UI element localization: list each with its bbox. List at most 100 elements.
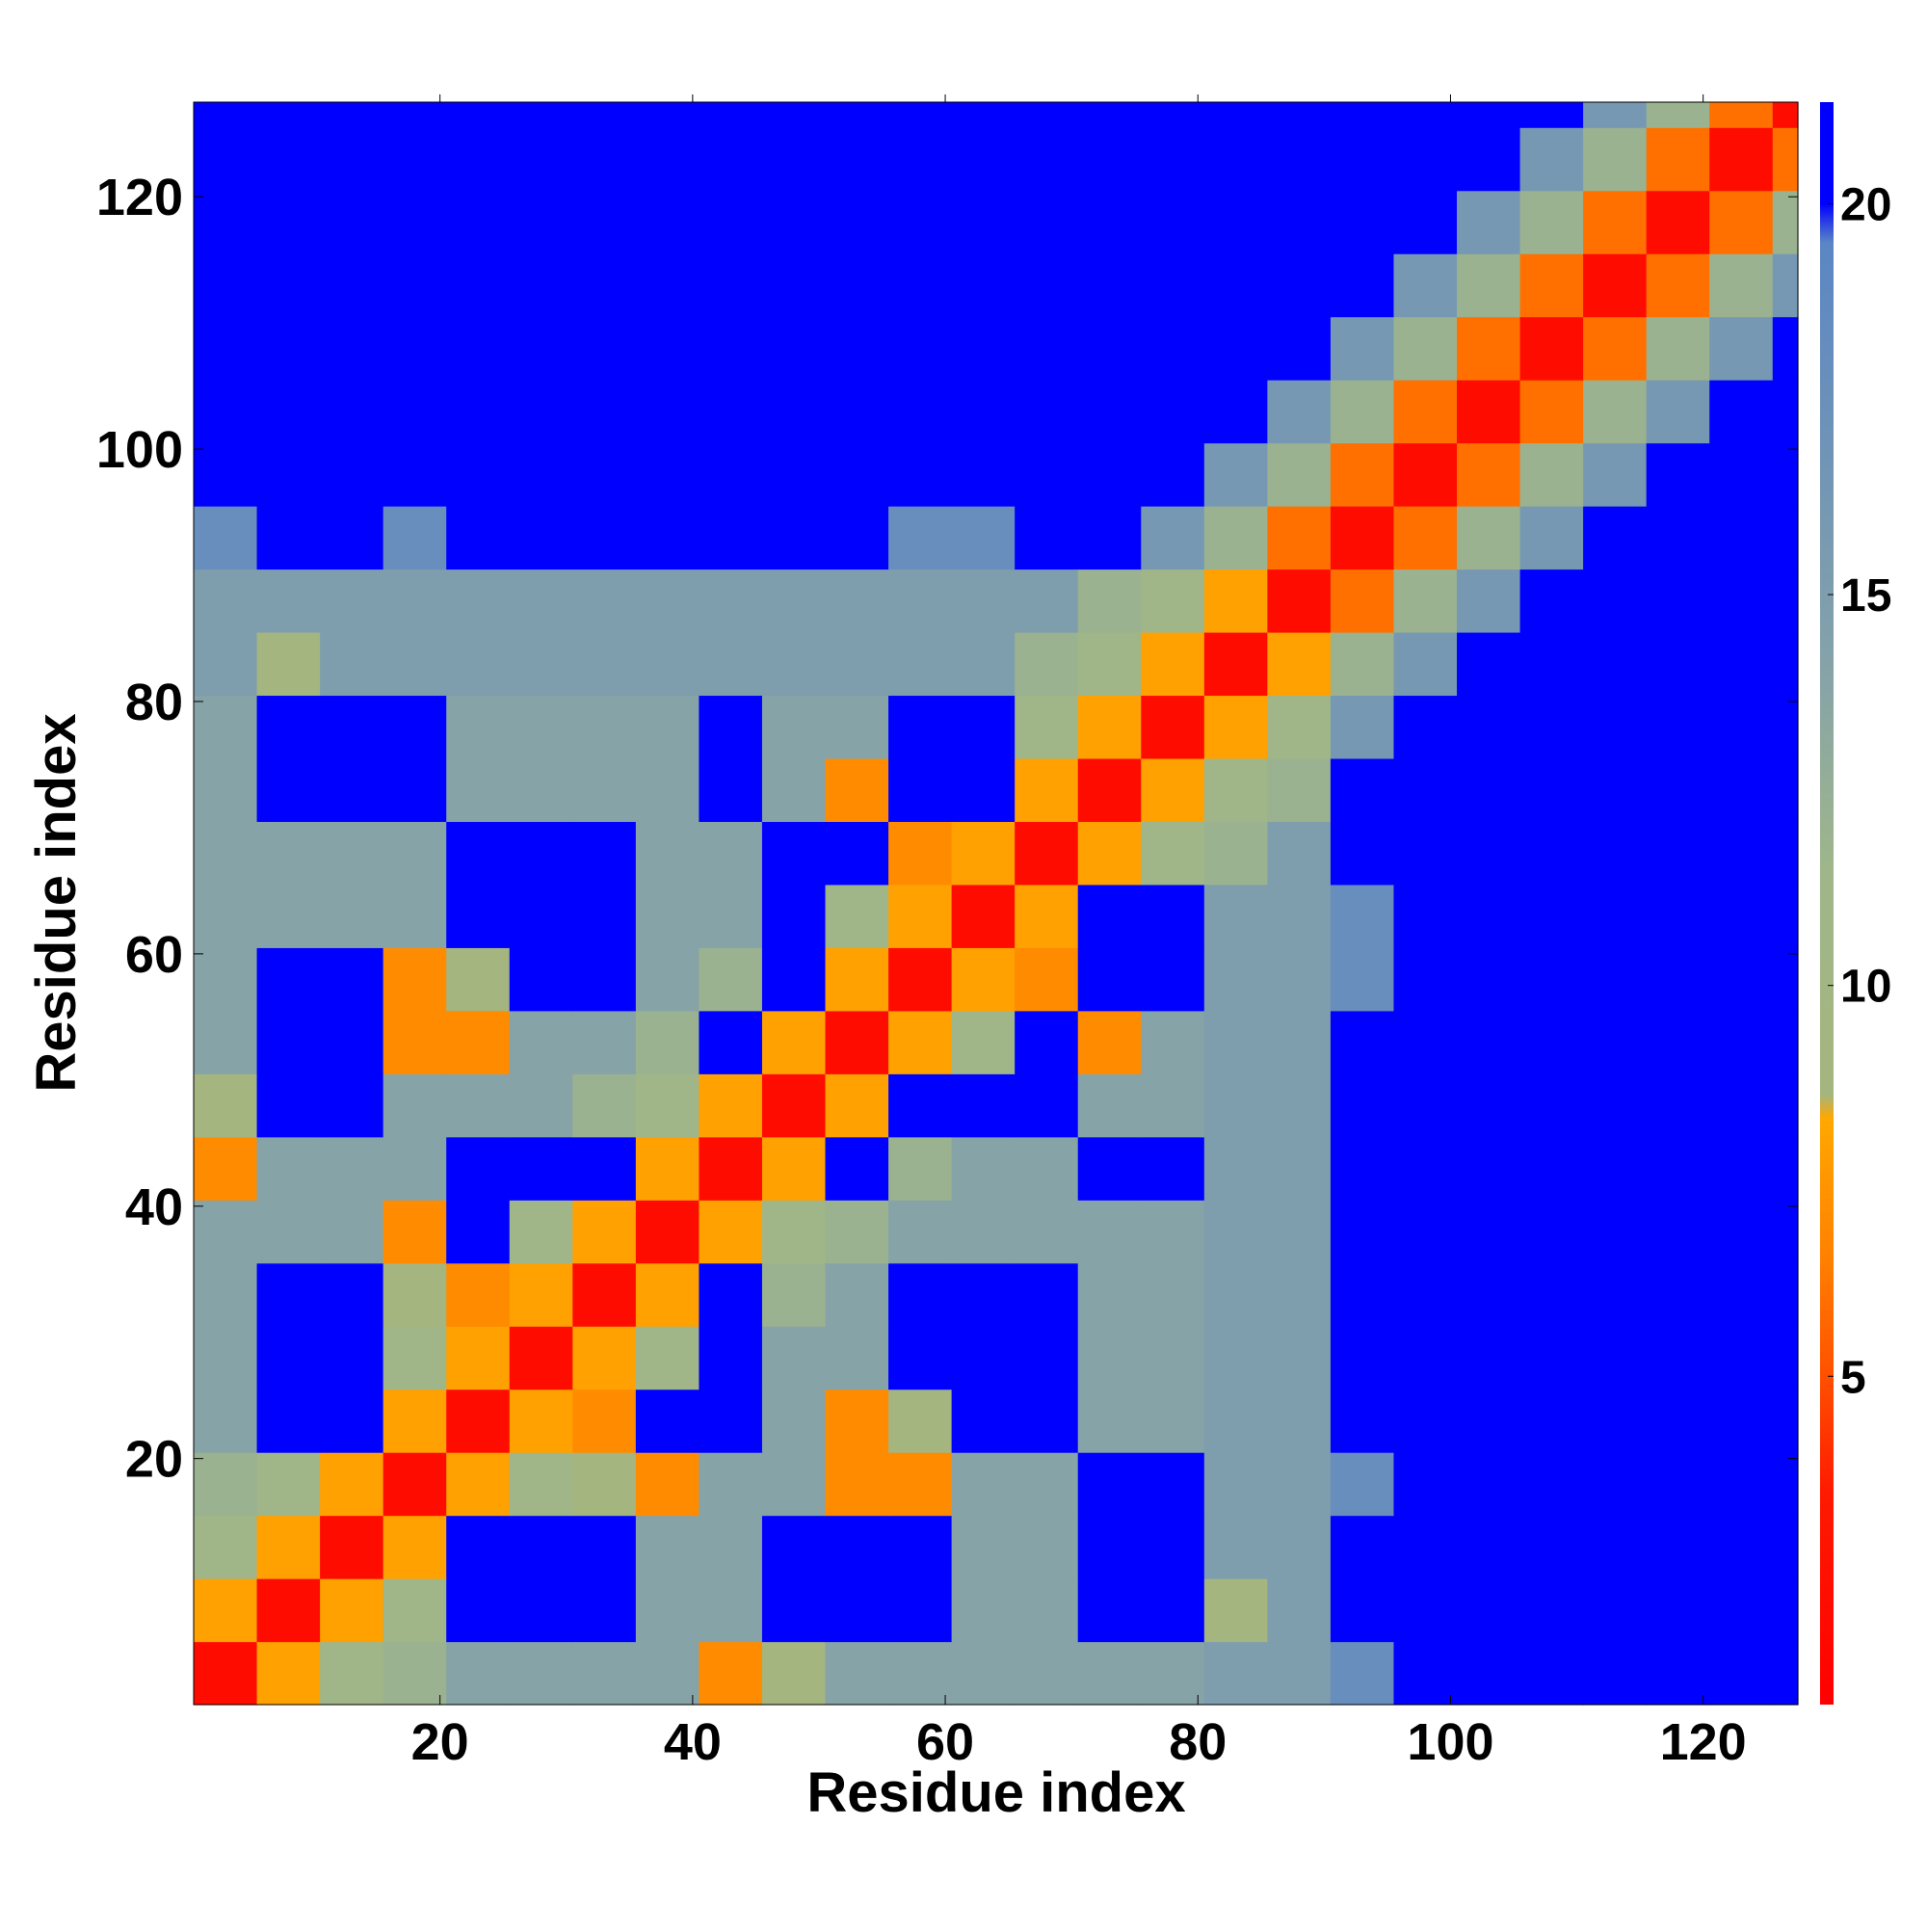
heatmap-cell <box>509 1136 573 1201</box>
heatmap-cell <box>1077 757 1142 822</box>
heatmap-cell <box>761 1452 827 1517</box>
heatmap-cell <box>635 884 700 948</box>
heatmap-cell <box>1583 1136 1648 1201</box>
heatmap-cell <box>194 506 258 570</box>
heatmap-cells <box>194 102 1799 1706</box>
heatmap-cell <box>888 631 953 697</box>
heatmap-cell <box>1519 1578 1584 1643</box>
heatmap-cell <box>1393 190 1458 254</box>
heatmap-cell <box>1393 947 1458 1012</box>
heatmap-cell <box>1141 884 1205 948</box>
heatmap-cell <box>635 1262 700 1327</box>
heatmap-cell <box>1709 1578 1774 1643</box>
y-tick-label: 120 <box>96 169 183 226</box>
heatmap-cell <box>1583 1452 1648 1517</box>
heatmap-cell <box>194 1262 258 1327</box>
y-tick-label: 100 <box>96 421 183 479</box>
heatmap-cell <box>572 190 637 254</box>
heatmap-cell <box>1772 1010 1799 1074</box>
heatmap-cell <box>572 1326 637 1390</box>
heatmap-cell <box>699 947 763 1012</box>
heatmap-cell <box>383 190 447 254</box>
heatmap-cell <box>1141 1136 1205 1201</box>
heatmap-cell <box>1330 757 1395 822</box>
heatmap-cell <box>256 1200 321 1264</box>
heatmap-cell <box>572 506 637 570</box>
heatmap-cell <box>1393 1010 1458 1074</box>
heatmap-cell <box>1267 1326 1332 1390</box>
heatmap-cell <box>572 102 637 128</box>
heatmap-cell <box>1583 695 1648 759</box>
heatmap-cell <box>1203 1200 1268 1264</box>
heatmap-cell <box>1330 1326 1395 1390</box>
heatmap-cell <box>256 127 321 192</box>
heatmap-cell <box>635 316 700 381</box>
heatmap-cell <box>1330 1200 1395 1264</box>
heatmap-cell <box>761 253 827 318</box>
heatmap-cell <box>572 1010 637 1074</box>
heatmap-cell <box>572 757 637 822</box>
heatmap-cell <box>1015 1073 1079 1138</box>
heatmap-cell <box>1772 569 1799 633</box>
heatmap-cell <box>951 316 1016 381</box>
heatmap-cell <box>383 1010 447 1074</box>
heatmap-cell <box>825 695 889 759</box>
heatmap-cell <box>446 569 511 633</box>
heatmap-cell <box>194 695 258 759</box>
y-tick-label: 40 <box>125 1178 183 1236</box>
heatmap-cell <box>1330 127 1395 192</box>
heatmap-cell <box>761 1262 827 1327</box>
heatmap-cell <box>446 102 511 128</box>
heatmap-cell <box>1267 1452 1332 1517</box>
heatmap-cell <box>888 1452 953 1517</box>
heatmap-cell <box>1646 1010 1710 1074</box>
heatmap-cell <box>572 253 637 318</box>
heatmap-cell <box>761 442 827 507</box>
heatmap-cell <box>635 1010 700 1074</box>
heatmap-cell <box>888 757 953 822</box>
y-tick-label: 20 <box>125 1431 183 1489</box>
heatmap-cell <box>1141 380 1205 444</box>
heatmap-cell <box>1393 884 1458 948</box>
heatmap-cell <box>1583 1641 1648 1706</box>
heatmap-cell <box>572 631 637 697</box>
heatmap-cell <box>1203 821 1268 886</box>
heatmap-cell <box>1583 506 1648 570</box>
heatmap-cell <box>383 380 447 444</box>
heatmap-cell <box>635 1326 700 1390</box>
heatmap-cell <box>1646 1073 1710 1138</box>
heatmap-cell <box>951 127 1016 192</box>
heatmap-cell <box>1772 1073 1799 1138</box>
heatmap-cell <box>1519 695 1584 759</box>
heatmap-cell <box>320 102 384 128</box>
heatmap-cell <box>635 1578 700 1643</box>
heatmap-cell <box>256 947 321 1012</box>
heatmap-cell <box>888 1326 953 1390</box>
heatmap-cell <box>1709 1136 1774 1201</box>
heatmap-cell <box>446 190 511 254</box>
heatmap-cell <box>951 102 1016 128</box>
heatmap-cell <box>1015 1010 1079 1074</box>
heatmap-cell <box>320 1200 384 1264</box>
heatmap-cell <box>256 1578 321 1643</box>
heatmap-cell <box>1267 1641 1332 1706</box>
heatmap-cell <box>699 1389 763 1453</box>
heatmap-cell <box>1077 442 1142 507</box>
heatmap-cell <box>635 1641 700 1706</box>
heatmap-cell <box>194 1010 258 1074</box>
heatmap-cell <box>446 253 511 318</box>
heatmap-cell <box>1457 1073 1521 1138</box>
heatmap-cell <box>509 506 573 570</box>
heatmap-cell <box>509 253 573 318</box>
heatmap-cell <box>1519 1515 1584 1579</box>
heatmap-cell <box>825 947 889 1012</box>
heatmap-cell <box>1267 1262 1332 1327</box>
heatmap-cell <box>1393 1326 1458 1390</box>
heatmap-cell <box>446 1389 511 1453</box>
heatmap-cell <box>635 1073 700 1138</box>
heatmap-cell <box>1393 380 1458 444</box>
heatmap-cell <box>1203 1578 1268 1643</box>
heatmap-cell <box>1015 631 1079 697</box>
heatmap-cell <box>256 380 321 444</box>
heatmap-cell <box>1141 1389 1205 1453</box>
